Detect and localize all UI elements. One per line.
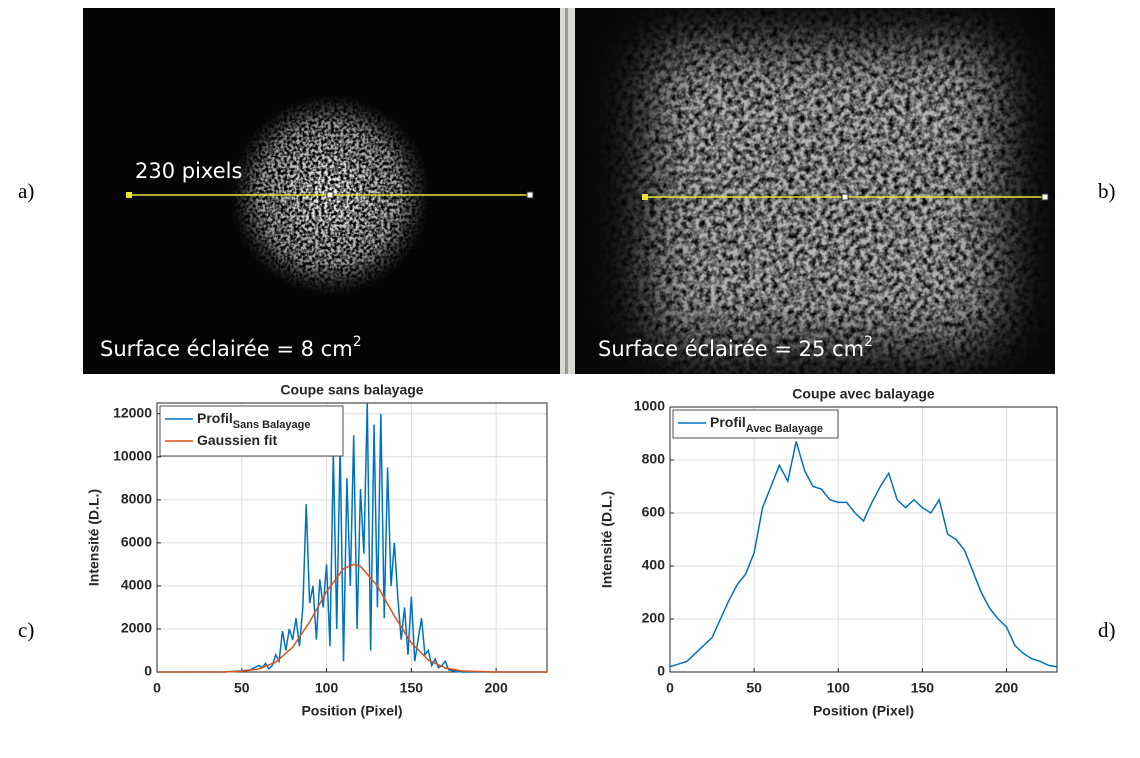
- caption-text: Surface éclairée = 8 cm: [100, 337, 353, 361]
- divider: [565, 8, 568, 374]
- legend-box: [672, 409, 839, 439]
- legend-name: Profil: [197, 410, 233, 426]
- line-series: [669, 441, 1058, 668]
- legend-subscript: Sans Balayage: [233, 419, 311, 431]
- line-label: 230 pixels: [135, 159, 242, 183]
- x-tick-label: 100: [315, 680, 339, 696]
- caption: Surface éclairée = 8 cm2: [100, 334, 362, 361]
- y-tick-label: 200: [642, 610, 666, 626]
- caption-sup: 2: [353, 334, 362, 350]
- y-tick-label: 6000: [121, 534, 152, 550]
- panel-label: d): [1098, 618, 1116, 642]
- y-tick-label: 12000: [113, 404, 152, 420]
- legend-name: Profil: [710, 414, 746, 430]
- panel-label: c): [18, 618, 34, 642]
- x-axis-label: Position (Pixel): [301, 703, 402, 719]
- y-tick-label: 1000: [634, 398, 665, 414]
- legend-label: Gaussien fit: [197, 432, 277, 448]
- legend-name: Gaussien fit: [197, 432, 277, 448]
- axes-box: [669, 406, 1058, 673]
- y-tick-label: 4000: [121, 577, 152, 593]
- y-tick-label: 8000: [121, 491, 152, 507]
- caption-text: Surface éclairée = 25 cm: [598, 337, 864, 361]
- y-tick-label: 800: [642, 451, 666, 467]
- x-tick-label: 50: [746, 680, 762, 696]
- legend-label: ProfilAvec Balayage: [710, 414, 823, 435]
- y-tick-label: 0: [657, 663, 665, 679]
- caption: Surface éclairée = 25 cm2: [598, 334, 873, 361]
- x-axis-label: Position (Pixel): [813, 703, 914, 719]
- chart-title: Coupe sans balayage: [280, 382, 423, 398]
- chart-title: Coupe avec balayage: [792, 386, 935, 402]
- y-tick-label: 10000: [113, 448, 152, 464]
- x-tick-label: 150: [400, 680, 424, 696]
- x-tick-label: 200: [484, 680, 508, 696]
- y-axis-label: Intensité (D.L.): [86, 489, 102, 586]
- legend-box: [159, 405, 344, 457]
- x-tick-label: 150: [911, 680, 935, 696]
- plot-area: [670, 407, 1057, 672]
- x-tick-label: 200: [995, 680, 1019, 696]
- panel-label: b): [1098, 179, 1116, 203]
- x-tick-label: 0: [153, 680, 161, 696]
- y-axis-label: Intensité (D.L.): [599, 491, 615, 588]
- x-tick-label: 100: [827, 680, 851, 696]
- y-tick-label: 2000: [121, 620, 152, 636]
- axes-box: [156, 402, 548, 673]
- y-tick-label: 600: [642, 504, 666, 520]
- x-tick-label: 0: [666, 680, 674, 696]
- image-b: Surface éclairée = 25 cm2: [575, 8, 1055, 374]
- panel-label: a): [18, 179, 34, 203]
- x-tick-label: 50: [234, 680, 250, 696]
- legend-label: ProfilSans Balayage: [197, 410, 310, 431]
- image-a: 230 pixels Surface éclairée = 8 cm2: [83, 8, 560, 374]
- caption-sup: 2: [864, 334, 873, 350]
- line-series: [156, 563, 547, 673]
- y-tick-label: 400: [642, 557, 666, 573]
- legend-subscript: Avec Balayage: [746, 423, 823, 435]
- y-tick-label: 0: [144, 663, 152, 679]
